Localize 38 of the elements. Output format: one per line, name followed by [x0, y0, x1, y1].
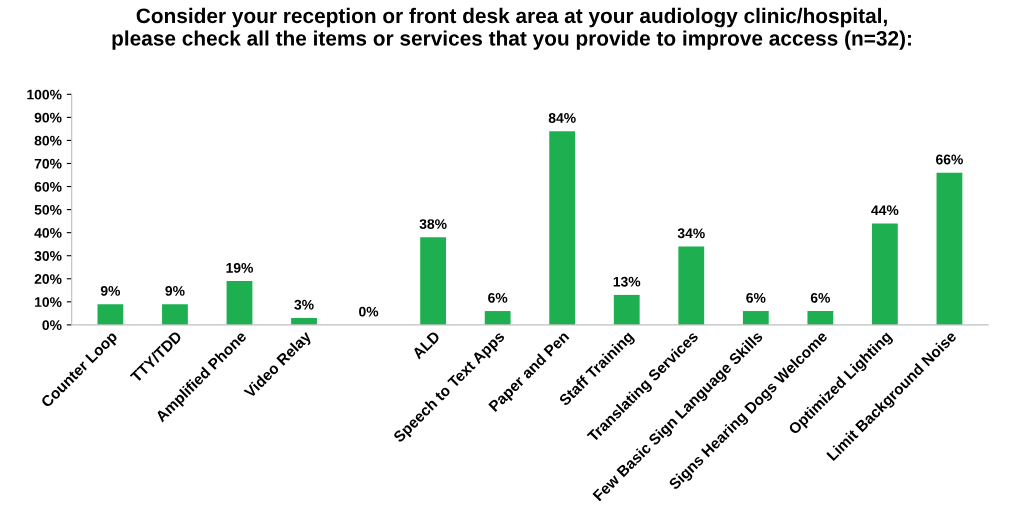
bar [807, 311, 834, 325]
bar [871, 223, 898, 325]
data-label: 3% [294, 299, 314, 310]
data-label: 38% [419, 219, 447, 229]
bar [549, 131, 576, 325]
data-label: 84% [548, 113, 576, 123]
data-label: 34% [677, 228, 705, 239]
data-label: 66% [936, 154, 963, 165]
bar [613, 294, 640, 325]
y-tick-label: 50% [34, 204, 62, 215]
y-tick-label: 80% [34, 135, 62, 146]
y-tick-label: 30% [34, 251, 62, 261]
y-tick-label: 20% [34, 274, 62, 284]
bar [742, 311, 769, 325]
bar [420, 237, 447, 325]
data-label: 13% [613, 276, 641, 287]
bar [936, 172, 963, 325]
y-tick-label: 70% [34, 158, 62, 169]
bar [678, 246, 705, 325]
y-tick-label: 90% [34, 112, 62, 123]
y-tick-label: 100% [27, 89, 62, 100]
chart-title: Consider your reception or front desk area at your audiology clinic/hospital, please check all the items or services that you provide to improve access (n=32): [112, 7, 911, 50]
data-label: 44% [871, 205, 899, 216]
bar [162, 304, 188, 325]
data-label: 9% [100, 285, 121, 296]
data-label: 9% [165, 285, 185, 296]
data-label: 6% [746, 292, 766, 303]
bar [226, 281, 253, 325]
bar [484, 311, 511, 325]
data-label: 6% [488, 292, 508, 303]
data-label: 6% [810, 292, 831, 303]
y-tick-label: 60% [34, 181, 62, 192]
data-label: 19% [226, 262, 254, 273]
data-label: 0% [359, 306, 379, 317]
bar [97, 304, 124, 325]
y-tick-label: 0% [42, 320, 62, 331]
y-tick-label: 40% [34, 227, 62, 238]
y-tick-label: 10% [35, 297, 62, 307]
